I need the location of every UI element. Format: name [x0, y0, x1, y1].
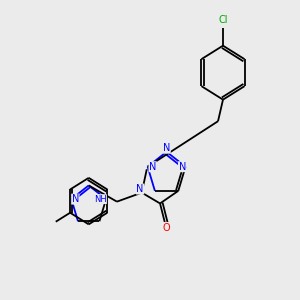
Text: Cl: Cl	[218, 16, 228, 26]
Text: N: N	[72, 194, 79, 204]
Text: N: N	[178, 162, 186, 172]
Text: N: N	[163, 143, 170, 153]
Text: NH: NH	[94, 195, 106, 204]
Text: N: N	[149, 162, 156, 172]
Text: O: O	[163, 223, 170, 232]
Text: N: N	[136, 184, 144, 194]
